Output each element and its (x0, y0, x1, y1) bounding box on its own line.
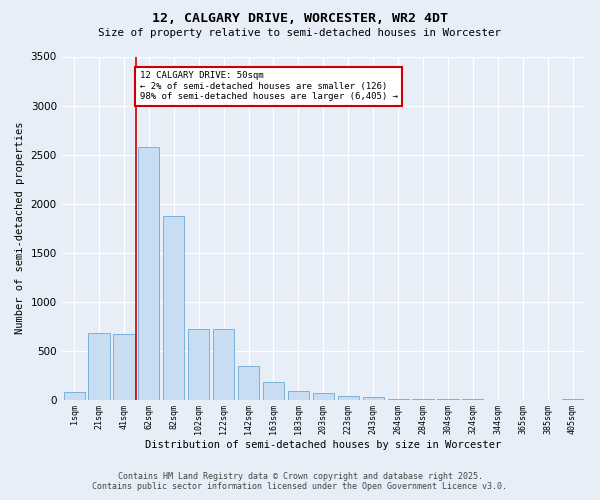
Bar (64, 392, 85, 400)
Bar (113, 334, 134, 400)
X-axis label: Distribution of semi-detached houses by size in Worcester: Distribution of semi-detached houses by … (145, 440, 502, 450)
Y-axis label: Number of semi-detached properties: Number of semi-detached properties (15, 122, 25, 334)
Text: Contains HM Land Registry data © Crown copyright and database right 2025.
Contai: Contains HM Land Registry data © Crown c… (92, 472, 508, 491)
Text: 12, CALGARY DRIVE, WORCESTER, WR2 4DT: 12, CALGARY DRIVE, WORCESTER, WR2 4DT (152, 12, 448, 26)
Bar (138, 146, 160, 400)
Bar (313, 393, 334, 400)
Bar (88, 333, 110, 400)
Bar (263, 382, 284, 400)
Bar (213, 329, 234, 400)
Bar (338, 396, 359, 400)
Bar (188, 329, 209, 400)
Bar (388, 398, 409, 400)
Bar (163, 216, 184, 400)
Text: 12 CALGARY DRIVE: 50sqm
← 2% of semi-detached houses are smaller (126)
98% of se: 12 CALGARY DRIVE: 50sqm ← 2% of semi-det… (140, 71, 398, 101)
Bar (362, 397, 384, 400)
Bar (238, 366, 259, 400)
Bar (288, 391, 309, 400)
Text: Size of property relative to semi-detached houses in Worcester: Size of property relative to semi-detach… (98, 28, 502, 38)
